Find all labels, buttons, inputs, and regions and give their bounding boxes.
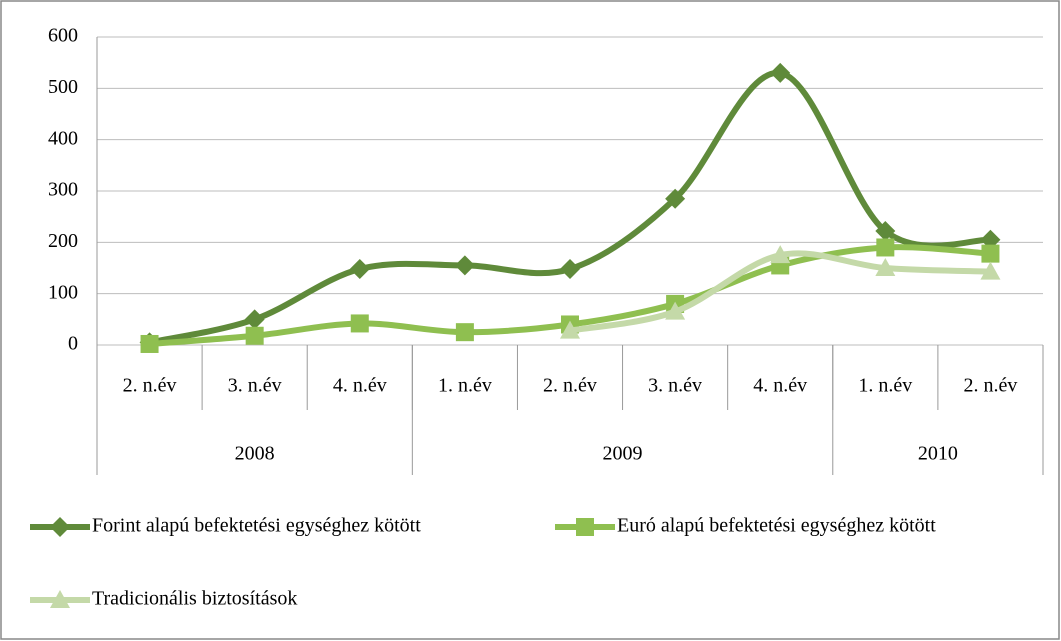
- legend-label: Tradicionális biztosítások: [92, 588, 297, 610]
- x-tick-label: 2. n.év: [963, 375, 1017, 397]
- x-tick-label: 4. n.év: [753, 375, 807, 397]
- data-point: [875, 221, 896, 242]
- group-label: 2009: [603, 443, 643, 465]
- data-point: [876, 238, 895, 257]
- data-point: [350, 314, 369, 333]
- y-tick-label: 200: [48, 230, 78, 252]
- y-tick-label: 400: [48, 127, 78, 149]
- data-point: [454, 255, 475, 276]
- group-label: 2010: [918, 443, 958, 465]
- legend-label: Euró alapú befektetési egységhez kötött: [617, 515, 936, 537]
- legend-marker: [50, 517, 70, 537]
- data-point: [560, 259, 580, 280]
- group-label: 2008: [235, 443, 275, 465]
- data-point: [560, 320, 580, 339]
- data-point: [349, 259, 370, 280]
- data-point: [245, 326, 264, 345]
- x-tick-label: 2. n.év: [543, 375, 597, 397]
- data-point: [770, 245, 791, 264]
- x-tick-label: 3. n.év: [228, 375, 282, 397]
- y-tick-label: 500: [48, 76, 78, 98]
- data-point: [770, 62, 791, 83]
- y-tick-label: 600: [48, 25, 78, 47]
- x-tick-label: 1. n.év: [858, 375, 912, 397]
- data-point: [244, 309, 265, 330]
- x-tick-label: 3. n.év: [648, 375, 702, 397]
- x-tick-label: 4. n.év: [333, 375, 387, 397]
- data-point: [875, 258, 896, 276]
- y-tick-label: 100: [48, 281, 78, 303]
- data-point: [140, 334, 159, 353]
- data-point: [980, 261, 1001, 280]
- legend-marker: [50, 590, 70, 608]
- y-tick-label: 300: [48, 179, 78, 201]
- data-point: [665, 301, 686, 320]
- data-point: [665, 188, 686, 209]
- x-tick-label: 1. n.év: [438, 375, 492, 397]
- legend-marker: [576, 518, 594, 536]
- data-point: [455, 323, 474, 342]
- x-tick-label: 2. n.év: [123, 375, 177, 397]
- legend-label: Forint alapú befektetési egységhez kötöt…: [92, 515, 421, 537]
- series-line: [148, 69, 991, 346]
- y-tick-label: 0: [68, 333, 78, 355]
- data-point: [981, 244, 1000, 263]
